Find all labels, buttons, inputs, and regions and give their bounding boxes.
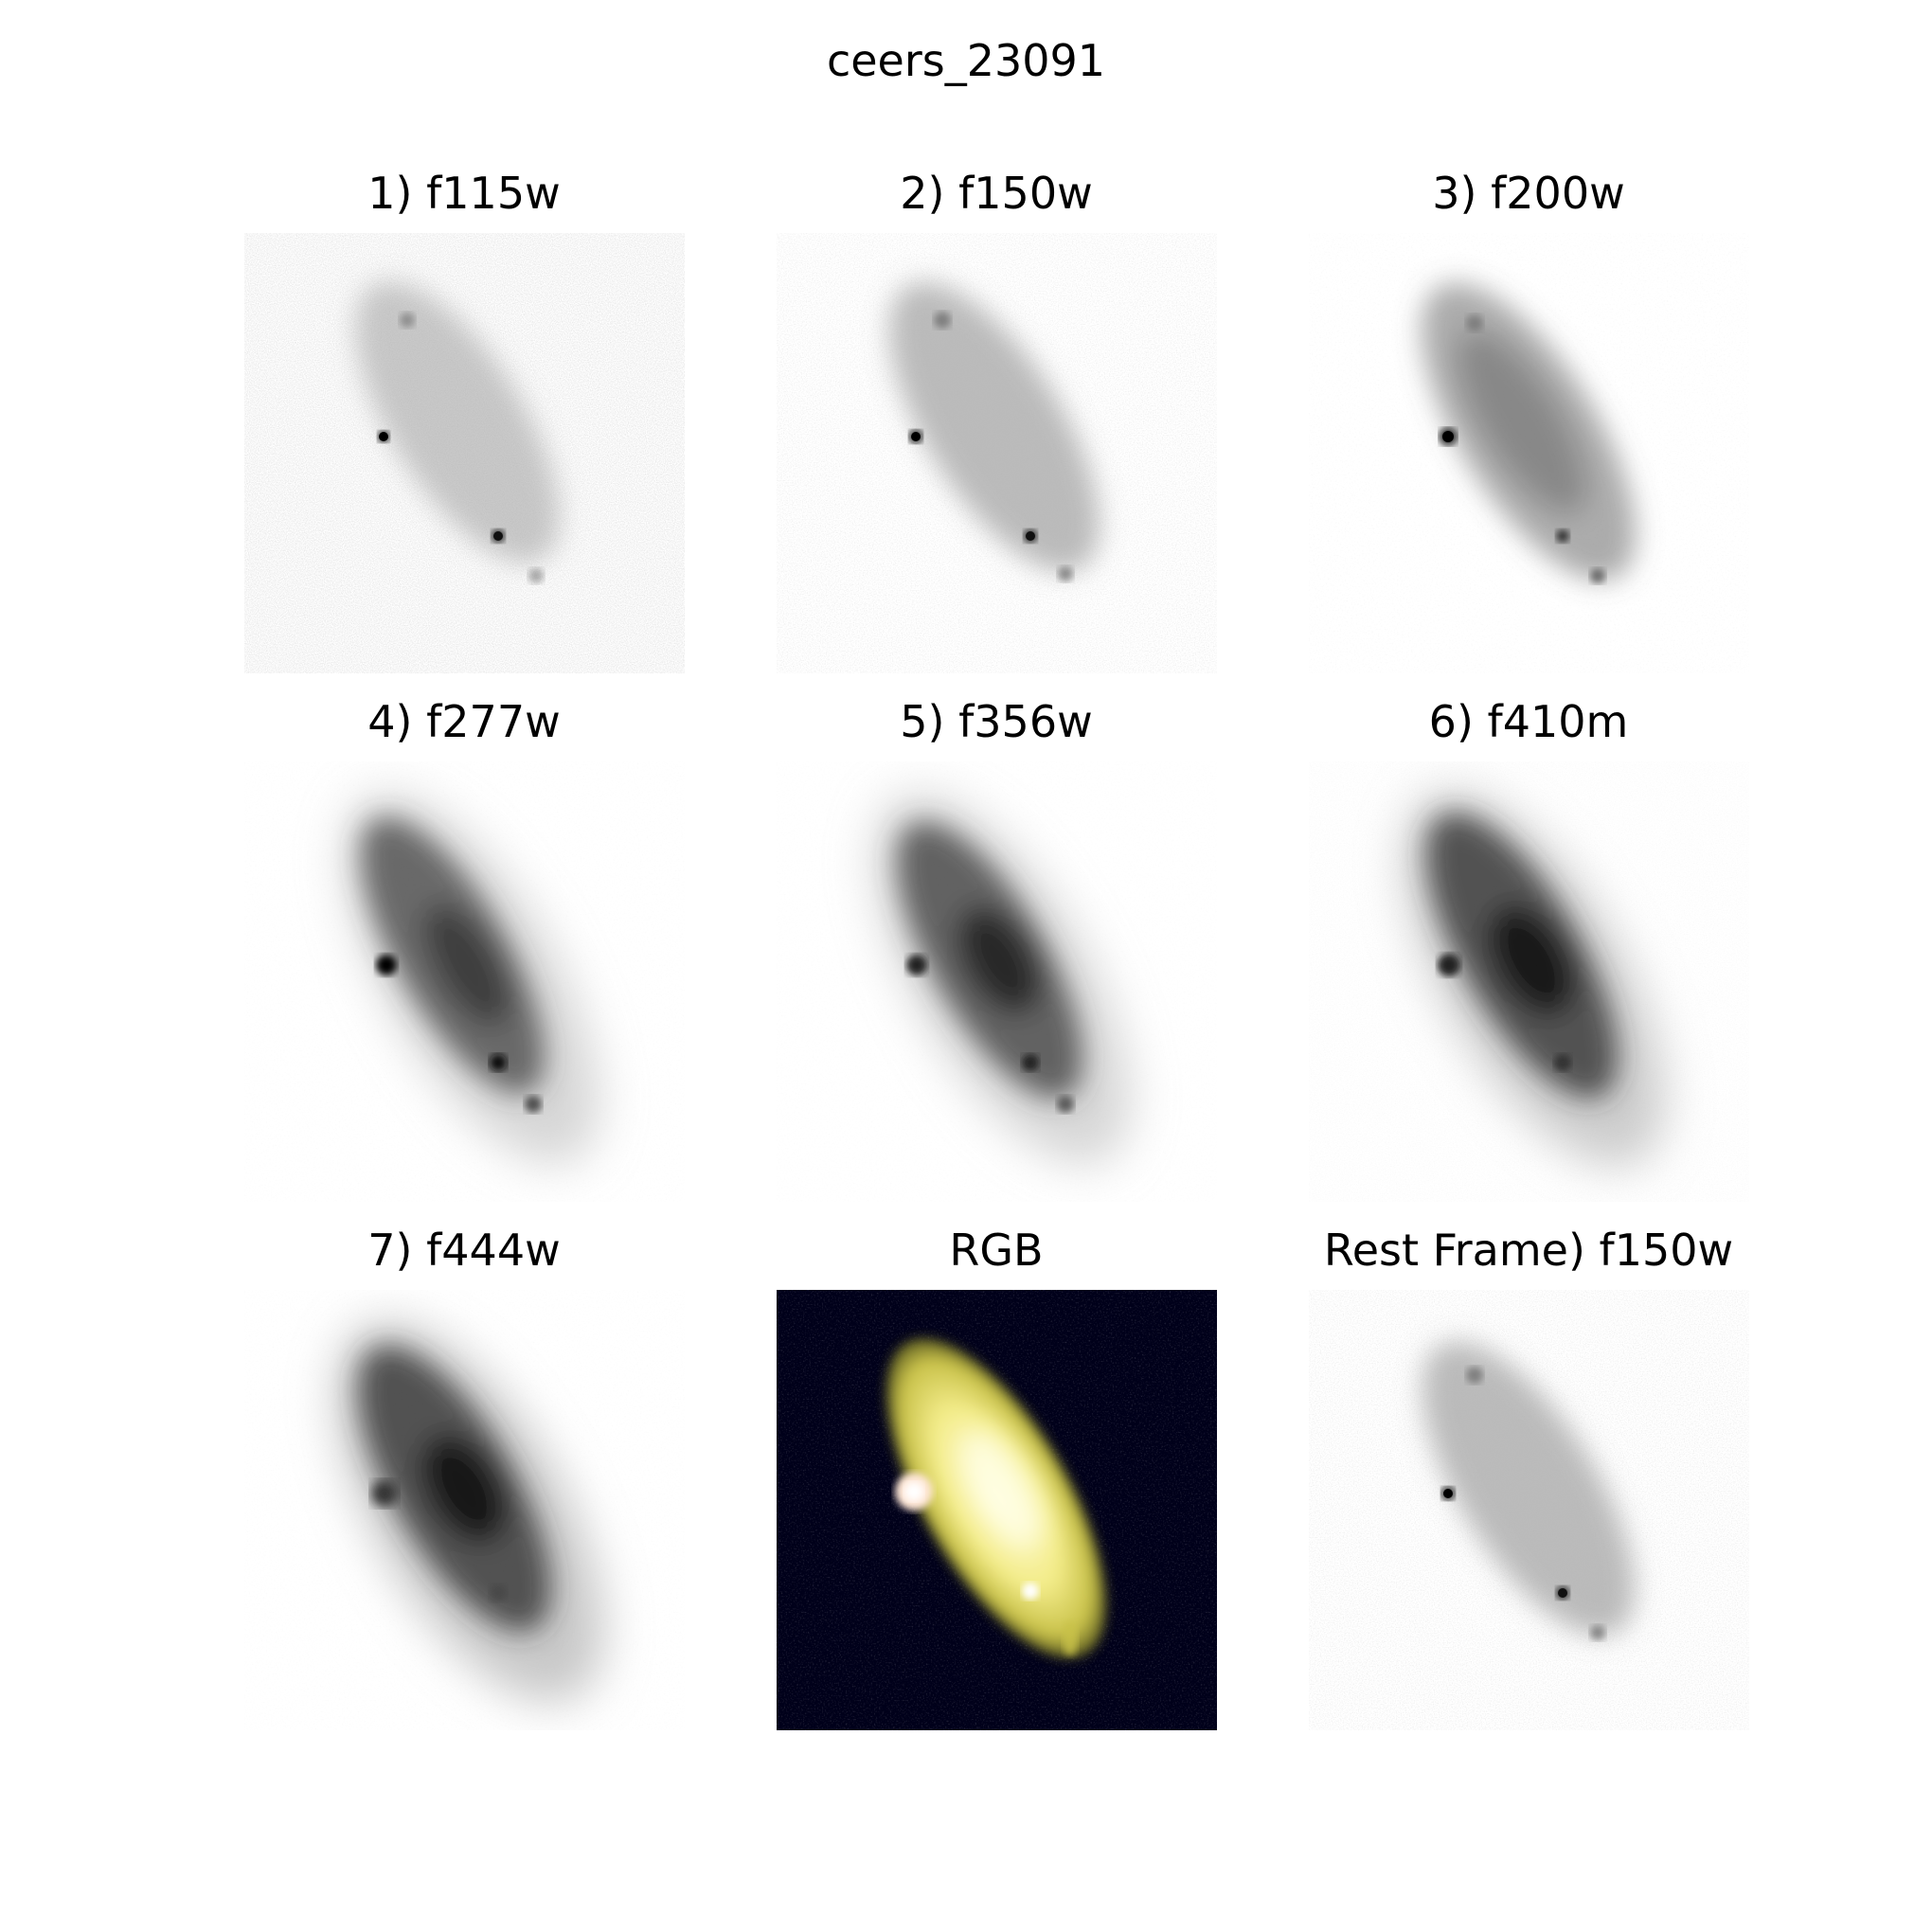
image-panel-rgb <box>777 1290 1217 1730</box>
panel-title-f356w: 5) f356w <box>900 696 1093 747</box>
figure-title: ceers_23091 <box>826 35 1106 86</box>
image-panel-f277w <box>244 761 685 1202</box>
panel-title-f200w: 3) f200w <box>1432 168 1625 219</box>
panel-title-f444w: 7) f444w <box>367 1225 561 1276</box>
panel-title-rest-frame-f150w: Rest Frame) f150w <box>1323 1225 1734 1276</box>
image-panel-f444w <box>244 1290 685 1730</box>
image-panel-f200w <box>1309 233 1749 673</box>
image-panel-f150w <box>777 233 1217 673</box>
panel-title-rgb: RGB <box>949 1225 1044 1276</box>
image-panel-f115w <box>244 233 685 673</box>
image-panel-f356w <box>777 761 1217 1202</box>
image-panel-rest-frame-f150w <box>1309 1290 1749 1730</box>
panel-title-f150w: 2) f150w <box>900 168 1093 219</box>
panel-title-f410m: 6) f410m <box>1428 696 1629 747</box>
panel-title-f277w: 4) f277w <box>367 696 561 747</box>
image-panel-f410m <box>1309 761 1749 1202</box>
panel-title-f115w: 1) f115w <box>367 168 561 219</box>
